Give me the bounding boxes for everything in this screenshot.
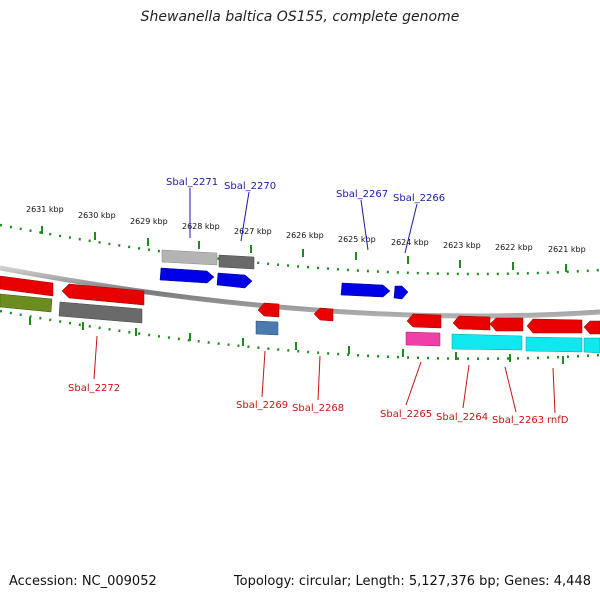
gene-label[interactable]: Sbal_2271 xyxy=(166,177,218,188)
gene-feature[interactable] xyxy=(257,302,280,318)
tick-label: 2622 kbp xyxy=(495,243,533,252)
genome-summary-text: Topology: circular; Length: 5,127,376 bp… xyxy=(233,574,591,589)
tick-label: 2624 kbp xyxy=(391,238,429,247)
genome-backbone xyxy=(0,265,600,319)
gene-feature[interactable] xyxy=(0,275,54,297)
gene-feature[interactable] xyxy=(159,267,215,284)
top-leader-lines xyxy=(189,188,418,254)
gene-feature[interactable] xyxy=(0,293,53,313)
gene-feature[interactable] xyxy=(526,318,583,334)
map-title: Shewanella baltica OS155, complete genom… xyxy=(140,9,460,25)
gene-feature[interactable] xyxy=(406,313,442,329)
bottom-gene-labels: Sbal_2272 Sbal_2269 Sbal_2268 Sbal_2265 … xyxy=(68,383,569,426)
tick-labels: 2631 kbp 2630 kbp 2629 kbp 2628 kbp 2627… xyxy=(26,205,586,254)
gene-label[interactable]: Sbal_2268 xyxy=(292,403,344,414)
gene-label[interactable]: Sbal_2269 xyxy=(236,400,288,411)
bottom-leader-lines xyxy=(93,335,556,414)
gene-feature[interactable] xyxy=(58,301,143,324)
tick-label: 2630 kbp xyxy=(78,211,116,220)
accession-text: Accession: NC_009052 xyxy=(9,574,157,589)
gene-label[interactable]: Sbal_2265 xyxy=(380,409,432,420)
tick-label: 2625 kbp xyxy=(338,235,376,244)
tick-label: 2626 kbp xyxy=(286,231,324,240)
gene-feature[interactable] xyxy=(61,283,145,306)
forward-strand-features xyxy=(159,249,409,300)
gene-label[interactable]: Sbal_2272 xyxy=(68,383,120,394)
gene-feature[interactable] xyxy=(451,333,523,351)
tick-label: 2628 kbp xyxy=(182,222,220,231)
gene-feature[interactable] xyxy=(489,317,524,332)
gene-feature[interactable] xyxy=(583,320,600,335)
top-gene-labels: Sbal_2271 Sbal_2270 Sbal_2267 Sbal_2266 xyxy=(166,177,445,204)
major-ticks xyxy=(29,226,567,364)
reverse-strand-features xyxy=(0,275,600,354)
tick-label: 2623 kbp xyxy=(443,241,481,250)
gene-feature[interactable] xyxy=(452,315,491,331)
gene-feature[interactable] xyxy=(161,249,218,266)
gene-feature[interactable] xyxy=(405,331,441,347)
tick-label: 2631 kbp xyxy=(26,205,64,214)
gene-feature[interactable] xyxy=(583,337,600,354)
gene-feature[interactable] xyxy=(525,336,583,353)
gene-label[interactable]: Sbal_2267 xyxy=(336,189,388,200)
tick-label: 2629 kbp xyxy=(130,217,168,226)
tick-label: 2621 kbp xyxy=(548,245,586,254)
gene-label[interactable]: Sbal_2264 xyxy=(436,412,488,423)
tick-label: 2627 kbp xyxy=(234,227,272,236)
gene-label[interactable]: Sbal_2263 xyxy=(492,415,544,426)
gene-label[interactable]: Sbal_2266 xyxy=(393,193,445,204)
gene-feature[interactable] xyxy=(218,254,255,270)
gene-feature[interactable] xyxy=(255,320,279,336)
gene-label[interactable]: Sbal_2270 xyxy=(224,181,276,192)
gene-feature[interactable] xyxy=(340,282,391,298)
gene-feature[interactable] xyxy=(313,307,334,322)
gene-label[interactable]: rnfD xyxy=(547,415,569,426)
gene-feature[interactable] xyxy=(216,272,253,289)
gene-feature[interactable] xyxy=(393,285,409,300)
